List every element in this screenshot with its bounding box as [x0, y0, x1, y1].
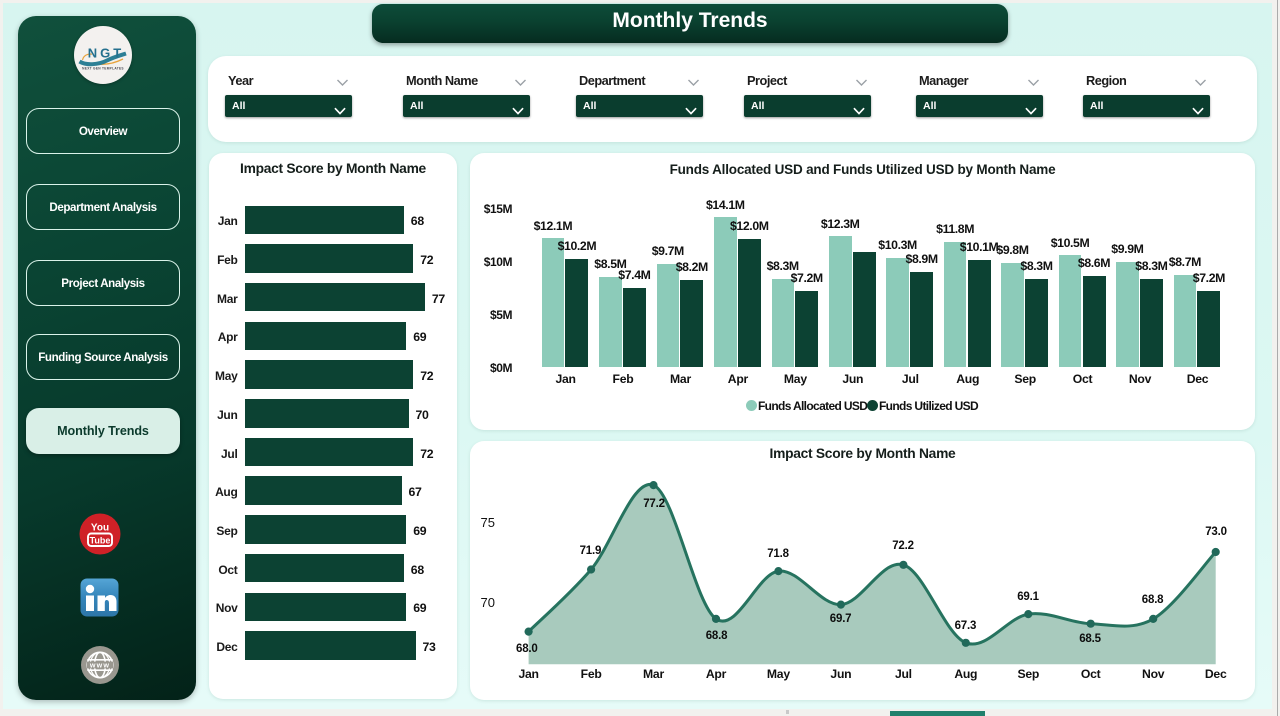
svg-text:NEXT GEN TEMPLATES: NEXT GEN TEMPLATES — [82, 67, 124, 71]
svg-text:You: You — [91, 523, 109, 534]
svg-text:NGT: NGT — [88, 46, 124, 61]
svg-text:Tube: Tube — [90, 536, 111, 546]
svg-text:www: www — [89, 661, 110, 670]
